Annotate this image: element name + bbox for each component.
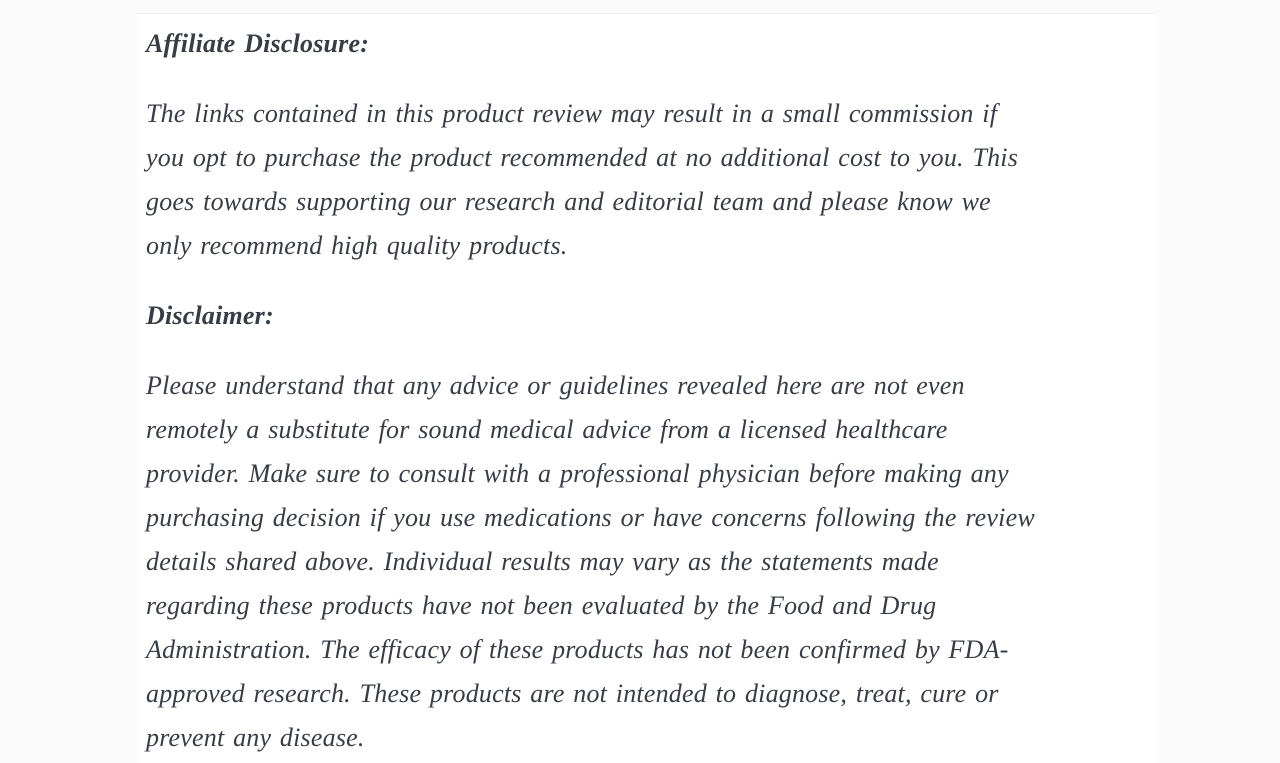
disclaimer-heading: Disclaimer: [146,301,274,330]
article-content: Affiliate Disclosure: The links containe… [137,13,1156,763]
disclaimer-paragraph: Please understand that any advice or gui… [146,371,1035,752]
affiliate-disclosure-paragraph: The links contained in this product revi… [146,99,1019,260]
affiliate-disclosure-heading: Affiliate Disclosure: [146,29,370,58]
